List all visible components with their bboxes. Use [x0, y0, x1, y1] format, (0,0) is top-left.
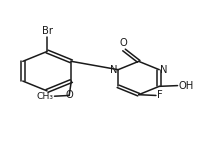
Text: Br: Br: [41, 26, 53, 36]
Text: F: F: [157, 90, 163, 101]
Text: OH: OH: [179, 81, 194, 91]
Text: O: O: [119, 38, 127, 49]
Text: CH₃: CH₃: [36, 92, 53, 101]
Text: N: N: [160, 65, 167, 75]
Text: O: O: [65, 90, 73, 101]
Text: N: N: [110, 65, 117, 75]
